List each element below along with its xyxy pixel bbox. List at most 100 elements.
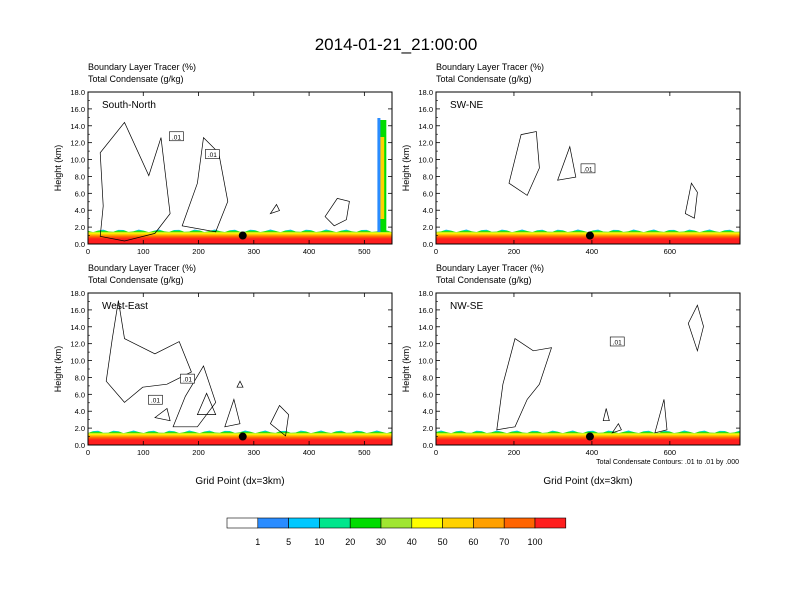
panel-subtitle-tracer: Boundary Layer Tracer (%) (436, 62, 544, 72)
y-tick-label: 10.0 (418, 156, 433, 165)
panel-1: Boundary Layer Tracer (%) Total Condensat… (53, 62, 393, 256)
contour-label-box (180, 373, 195, 384)
y-tick-label: 2.0 (423, 424, 433, 433)
condensate-contour (654, 399, 668, 434)
x-tick-label: 400 (303, 247, 316, 256)
panel-4: Boundary Layer Tracer (%) Total Condensat… (401, 263, 741, 457)
plot-frame (87, 91, 393, 245)
y-tick-label: 6.0 (423, 390, 433, 399)
panel-name: SW-NE (450, 100, 483, 111)
y-tick-label: 4.0 (423, 206, 433, 215)
condensate-contour (172, 365, 217, 428)
y-tick-label: 6.0 (75, 390, 85, 399)
y-tick-label: 14.0 (418, 122, 433, 131)
y-tick-label: 16.0 (70, 306, 85, 315)
condensate-contour (236, 380, 244, 388)
colorbar-swatch (288, 517, 320, 529)
condensate-contour (105, 300, 192, 403)
condensate-contour (602, 408, 610, 422)
colorbar: 1 5 10 20 30 40 50 60 70 100 (226, 517, 567, 547)
y-tick-label: 4.0 (75, 407, 85, 416)
y-tick-label: 12.0 (418, 139, 433, 148)
condensate-contour (684, 182, 698, 219)
colorbar-swatch (442, 517, 474, 529)
y-tick-label: 14.0 (418, 323, 433, 332)
colorbar-swatch (257, 517, 289, 529)
x-tick-label: 100 (137, 448, 150, 457)
colorbar-swatch (380, 517, 413, 529)
y-axis-label: Height (km) (53, 145, 63, 192)
x-tick-label: 200 (192, 247, 205, 256)
panel-subtitle-condensate: Total Condensate (g/kg) (88, 275, 184, 285)
location-marker (585, 231, 594, 240)
y-axis-label: Height (km) (53, 346, 63, 393)
colorbar-swatch (349, 517, 382, 529)
condensate-contour (324, 198, 350, 227)
plot-frame (435, 292, 741, 446)
panel-name: South-North (102, 100, 156, 111)
colorbar-swatch (534, 517, 567, 529)
colorbar-swatch (503, 517, 536, 529)
x-tick-label: 400 (586, 247, 599, 256)
panel-subtitle-tracer: Boundary Layer Tracer (%) (436, 263, 544, 273)
x-tick-label: 500 (358, 247, 371, 256)
x-tick-label: 0 (86, 448, 90, 457)
y-tick-label: 10.0 (70, 156, 85, 165)
y-tick-label: 0.0 (423, 441, 433, 450)
x-tick-label: 0 (434, 448, 438, 457)
y-tick-label: 8.0 (75, 172, 85, 181)
contour-label-box (580, 163, 596, 174)
colorbar-label: 5 (286, 537, 291, 547)
condensate-contour (269, 404, 289, 437)
x-tick-label: 300 (248, 448, 261, 457)
y-tick-label: 10.0 (418, 357, 433, 366)
panel-subtitle-tracer: Boundary Layer Tracer (%) (88, 62, 196, 72)
condensate-contour (269, 203, 280, 215)
condensate-contour (611, 423, 622, 434)
colorbar-swatch (226, 517, 259, 529)
y-tick-label: 4.0 (423, 407, 433, 416)
panel-subtitle-condensate: Total Condensate (g/kg) (88, 74, 184, 84)
y-tick-label: 8.0 (423, 373, 433, 382)
y-tick-label: 16.0 (418, 306, 433, 315)
y-tick-label: 16.0 (70, 105, 85, 114)
x-tick-label: 400 (303, 448, 316, 457)
x-tick-label: 300 (248, 247, 261, 256)
panel-subtitle-condensate: Total Condensate (g/kg) (436, 74, 532, 84)
x-tick-label: 200 (508, 247, 521, 256)
y-tick-label: 14.0 (70, 122, 85, 131)
panel-3: Boundary Layer Tracer (%) Total Condensat… (53, 263, 393, 457)
contour-label: .01 (183, 377, 192, 384)
x-tick-label: 0 (86, 247, 90, 256)
condensate-contour (496, 338, 553, 431)
y-tick-label: 6.0 (423, 189, 433, 198)
x-axis-label-lower: Grid Point (dx=3km) (543, 476, 632, 487)
y-axis-label: Height (km) (401, 145, 411, 192)
y-tick-label: 8.0 (75, 373, 85, 382)
y-tick-label: 16.0 (418, 105, 433, 114)
condensate-contour (224, 398, 241, 428)
y-tick-label: 2.0 (75, 424, 85, 433)
colorbar-label: 30 (376, 537, 386, 547)
x-tick-label: 0 (434, 247, 438, 256)
contour-label-box (148, 394, 163, 405)
x-tick-label: 200 (192, 448, 205, 457)
contour-note: Total Condensate Contours: .01 to .01 by… (596, 459, 739, 466)
x-axis-label-upper: Grid Point (dx=3km) (195, 476, 284, 487)
panel-subtitle-condensate: Total Condensate (g/kg) (436, 275, 532, 285)
panel-2: Boundary Layer Tracer (%) Total Condensat… (401, 62, 741, 256)
location-marker (585, 432, 594, 441)
condensate-contour (99, 121, 171, 242)
contour-label: .01 (208, 152, 217, 159)
y-tick-label: 0.0 (75, 441, 85, 450)
colorbar-label: 50 (438, 537, 448, 547)
condensate-contour (557, 145, 577, 181)
y-tick-label: 18.0 (418, 289, 433, 298)
colorbar-label: 20 (345, 537, 355, 547)
colorbar-label: 60 (468, 537, 478, 547)
y-tick-label: 8.0 (423, 172, 433, 181)
y-tick-label: 18.0 (70, 289, 85, 298)
colorbar-label: 40 (407, 537, 417, 547)
y-axis-label: Height (km) (401, 346, 411, 393)
